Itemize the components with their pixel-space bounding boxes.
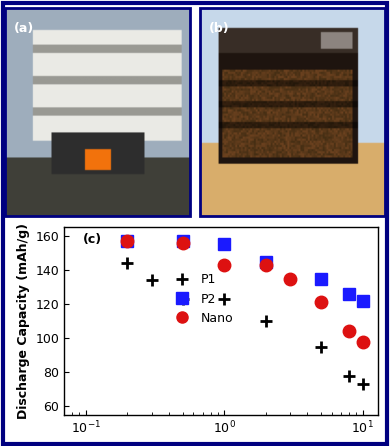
Text: (c): (c) xyxy=(83,233,102,246)
Nano xyxy=(319,300,323,305)
Line: P2: P2 xyxy=(121,235,369,307)
P2 xyxy=(222,242,227,247)
Nano xyxy=(360,339,365,344)
P1 xyxy=(180,296,185,301)
Text: (a): (a) xyxy=(14,22,34,35)
P1 xyxy=(222,296,227,301)
Nano xyxy=(180,240,185,245)
Y-axis label: Discharge Capacity (mAh/g): Discharge Capacity (mAh/g) xyxy=(17,223,30,419)
Line: P1: P1 xyxy=(121,257,369,390)
X-axis label: Discharge Rate (C): Discharge Rate (C) xyxy=(148,442,295,446)
Nano xyxy=(347,329,351,334)
P1 xyxy=(125,260,130,266)
P2 xyxy=(264,259,268,264)
P1 xyxy=(149,277,154,283)
Line: Nano: Nano xyxy=(121,235,369,348)
P1 xyxy=(347,373,351,378)
Text: (b): (b) xyxy=(209,22,230,35)
P2 xyxy=(125,239,130,244)
P2 xyxy=(347,291,351,297)
P2 xyxy=(180,239,185,244)
P1 xyxy=(360,381,365,387)
Nano xyxy=(222,262,227,268)
Nano xyxy=(125,239,130,244)
P1 xyxy=(319,344,323,349)
Nano xyxy=(264,262,268,268)
P2 xyxy=(360,298,365,303)
Nano xyxy=(288,276,292,281)
Legend: P1, P2, Nano: P1, P2, Nano xyxy=(165,268,239,330)
P1 xyxy=(264,318,268,324)
P2 xyxy=(319,276,323,281)
